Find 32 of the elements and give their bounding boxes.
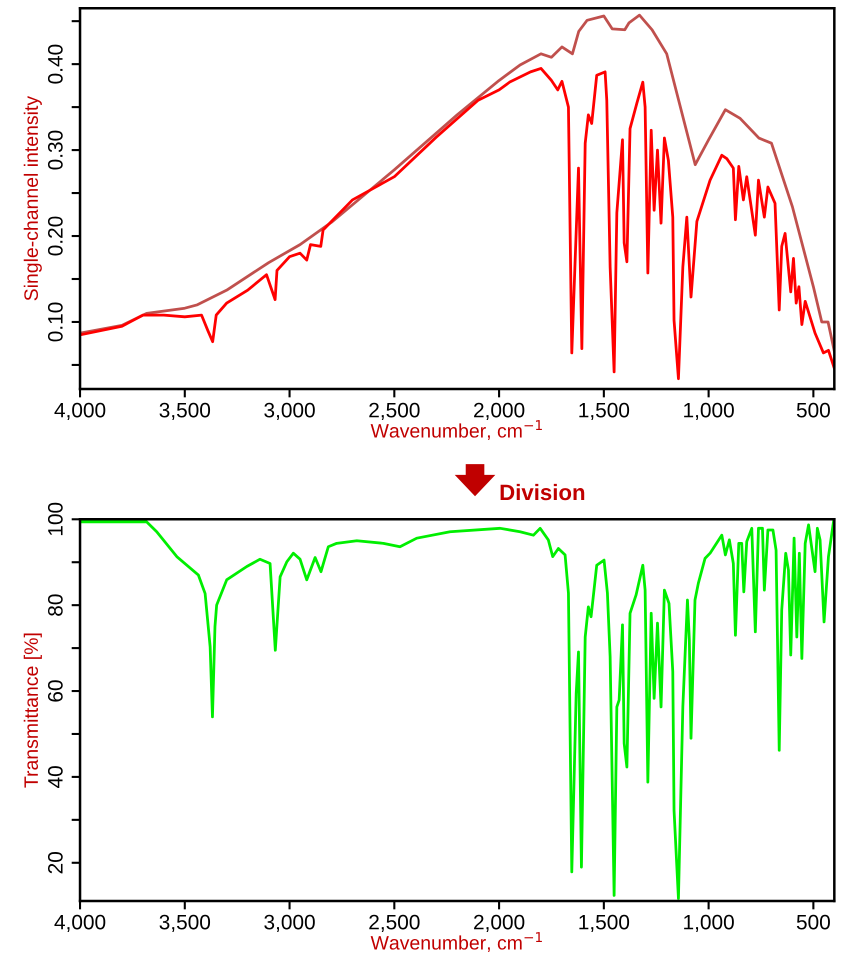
line-series [80,14,834,353]
y-tick-label: 20 [48,852,63,874]
x-tick-label: 1,500 [579,402,630,420]
x-tick-label: 4,000 [54,914,106,932]
y-tick-label: 0.10 [48,302,63,342]
y-tick-label: 40 [48,766,63,788]
x-tick-label: 1,500 [579,914,630,932]
x-tick-label: 500 [796,402,830,418]
x-tick-label: 3,500 [160,402,210,420]
y-tick-label: 0.30 [48,130,63,170]
y-tick-label: 0.40 [48,44,63,84]
line-series [80,67,834,380]
x-tick-label: 1,000 [684,914,734,932]
x-axis-title: Wavenumber, cm$^{−1}$ [370,932,542,952]
x-tick-label: 4,000 [54,402,106,420]
y-axis-title: Transmittance [%] [24,634,42,788]
y-tick-label: 0.20 [48,216,63,256]
x-tick-label: 2,000 [474,402,524,420]
x-tick-label: 2,500 [369,914,420,932]
x-tick-label: 3,500 [160,914,210,932]
x-axis-title: Wavenumber, cm$^{−1}$ [370,420,542,440]
x-tick-label: 2,000 [474,914,524,932]
y-axis-title: Single-channel intensity [24,96,42,300]
x-tick-label: 3,000 [264,914,315,932]
text: Division [500,484,584,500]
y-tick-label: 80 [48,594,63,616]
y-tick-label: 100 [48,502,63,536]
y-tick-label: 60 [48,680,63,702]
x-tick-label: 3,000 [264,402,315,420]
x-tick-label: 2,500 [369,402,420,420]
x-tick-label: 1,000 [684,402,734,420]
x-tick-label: 500 [796,914,830,930]
